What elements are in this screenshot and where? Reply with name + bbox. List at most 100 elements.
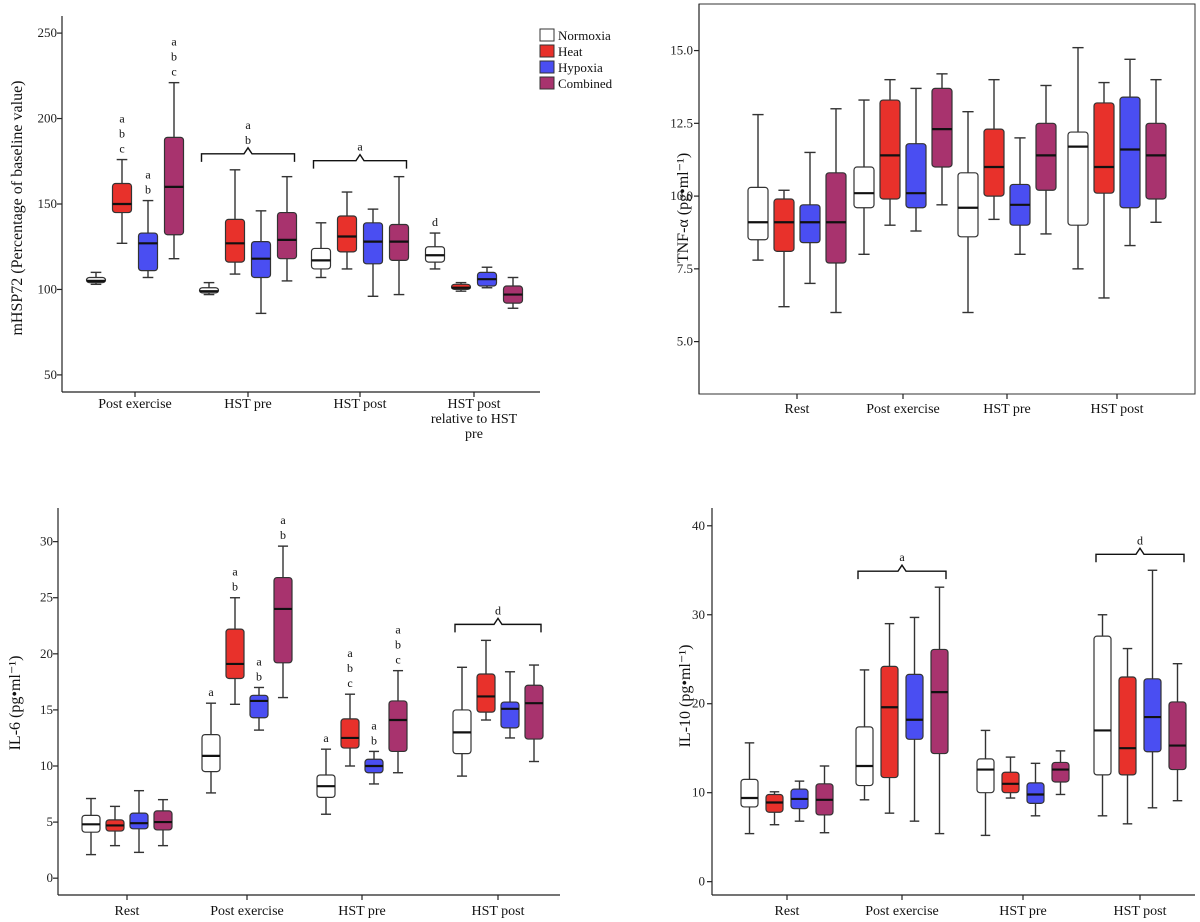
box-iqr bbox=[1035, 122, 1057, 191]
box-iqr bbox=[1119, 96, 1141, 209]
y-tick-label: 250 bbox=[38, 25, 58, 40]
panel-tnf-alpha: TNF-α (pg•ml⁻¹) 5.0 7.5 10.0 12.5 15.0 Rest Po… bbox=[670, 3, 1196, 417]
box-hypoxia-rest bbox=[790, 780, 809, 822]
y-axis-label: IL-6 (pg•ml⁻¹) bbox=[7, 656, 24, 751]
significance-bracket bbox=[857, 563, 947, 580]
significance-letter: a bbox=[357, 140, 363, 154]
significance-letter: b bbox=[256, 669, 262, 683]
y-tick-label: 20 bbox=[40, 646, 53, 661]
box-iqr bbox=[276, 211, 298, 260]
box-heat-hst-post bbox=[1093, 81, 1115, 299]
significance-letter: b bbox=[232, 580, 238, 594]
y-tick-label: 5 bbox=[47, 814, 54, 829]
significance-letter: d bbox=[432, 215, 438, 229]
box-iqr bbox=[1051, 761, 1070, 783]
box-iqr bbox=[1145, 122, 1167, 200]
y-tick-label: 30 bbox=[40, 534, 53, 549]
box-hypoxia-hst-post-relative-to-hst-pre bbox=[476, 266, 498, 289]
box-iqr bbox=[340, 718, 360, 749]
box-iqr bbox=[249, 694, 269, 719]
box-iqr bbox=[930, 648, 949, 755]
significance-letter: a bbox=[899, 550, 905, 564]
box-heat-post-exercise bbox=[879, 78, 901, 226]
box-normoxia-hst-pre bbox=[198, 281, 220, 296]
box-iqr bbox=[310, 247, 332, 270]
legend-swatch-heat bbox=[539, 44, 555, 58]
y-tick-label: 25 bbox=[40, 590, 53, 605]
box-hypoxia-hst-post bbox=[1119, 58, 1141, 247]
x-tick-label: Post exercise bbox=[866, 402, 939, 417]
legend-swatch-hypoxia bbox=[539, 60, 555, 74]
legend-label-normoxia: Normoxia bbox=[558, 28, 611, 43]
y-axis-title: IL-6 (pg•ml⁻¹) bbox=[7, 656, 24, 751]
significance-letter: b bbox=[280, 528, 286, 542]
box-iqr bbox=[111, 182, 133, 214]
significance-letter: a bbox=[245, 118, 251, 132]
x-tick-label: Post exercise bbox=[98, 397, 171, 412]
box-heat-hst-pre bbox=[983, 78, 1005, 221]
y-axis-label: TNF-α (pg•ml⁻¹) bbox=[675, 153, 692, 263]
box-iqr bbox=[905, 143, 927, 209]
box-iqr bbox=[153, 810, 173, 831]
box-normoxia-rest bbox=[747, 113, 769, 261]
box-iqr bbox=[825, 172, 847, 264]
box-combined-hst-post bbox=[1168, 662, 1187, 802]
box-iqr bbox=[1001, 771, 1020, 794]
box-iqr bbox=[1026, 782, 1045, 804]
box-combined-hst-post bbox=[1145, 78, 1167, 223]
box-normoxia-rest bbox=[81, 797, 101, 856]
significance-bracket bbox=[312, 153, 408, 169]
box-normoxia-post-exercise bbox=[855, 669, 874, 801]
box-combined-hst-pre bbox=[276, 175, 298, 282]
box-hypoxia-post-exercise bbox=[137, 199, 159, 279]
box-combined-hst-post bbox=[524, 664, 544, 763]
significance-letter: a bbox=[395, 623, 401, 637]
significance-letter: b bbox=[145, 183, 151, 197]
x-tick-label: HST post bbox=[333, 397, 386, 412]
panel-mhsp72: mHSP72 (Percentage of baseline value) 50… bbox=[9, 16, 540, 442]
x-tick-label: HST post bbox=[471, 904, 524, 919]
x-tick-label: HST post bbox=[1090, 402, 1143, 417]
box-combined-hst-pre bbox=[1051, 750, 1070, 796]
y-tick-label: 10 bbox=[692, 785, 705, 800]
box-hypoxia-post-exercise bbox=[249, 686, 269, 731]
box-heat-rest bbox=[105, 805, 125, 847]
y-tick-label: 200 bbox=[38, 111, 58, 126]
significance-letter: a bbox=[232, 565, 238, 579]
significance-letter: c bbox=[171, 65, 176, 79]
y-tick-label: 5.0 bbox=[677, 334, 693, 349]
box-iqr bbox=[983, 128, 1005, 197]
x-tick-label: Post exercise bbox=[210, 904, 283, 919]
legend-item-heat: Heat bbox=[539, 44, 583, 59]
box-heat-post-exercise bbox=[111, 158, 133, 245]
y-tick-label: 10 bbox=[40, 758, 53, 773]
box-combined-hst-pre bbox=[1035, 84, 1057, 235]
box-iqr bbox=[855, 726, 874, 787]
box-hypoxia-post-exercise bbox=[905, 616, 924, 822]
box-hypoxia-rest bbox=[799, 151, 821, 285]
box-normoxia-hst-post bbox=[1093, 614, 1112, 817]
box-iqr bbox=[747, 186, 769, 241]
significance-letter: a bbox=[171, 35, 177, 49]
x-tick-label: Post exercise bbox=[865, 904, 938, 919]
significance-letter: a bbox=[371, 718, 377, 732]
box-iqr bbox=[1118, 676, 1137, 776]
box-hypoxia-hst-post bbox=[500, 671, 520, 739]
box-heat-hst-post bbox=[336, 191, 358, 270]
box-iqr bbox=[1143, 678, 1162, 753]
box-iqr bbox=[500, 701, 520, 729]
box-heat-rest bbox=[773, 189, 795, 308]
box-hypoxia-post-exercise bbox=[905, 87, 927, 232]
y-tick-label: 0 bbox=[699, 874, 706, 889]
box-hypoxia-hst-post bbox=[1143, 569, 1162, 809]
box-normoxia-hst-post bbox=[310, 222, 332, 279]
box-normoxia-hst-pre bbox=[976, 729, 995, 837]
box-normoxia-hst-pre bbox=[316, 748, 336, 815]
box-iqr bbox=[905, 673, 924, 740]
box-iqr bbox=[740, 778, 759, 808]
y-tick-label: 20 bbox=[692, 696, 705, 711]
significance-letter: b bbox=[245, 133, 251, 147]
box-iqr bbox=[273, 576, 293, 664]
y-axis-label: IL-10 (pg•ml⁻¹) bbox=[677, 645, 694, 748]
significance-letter: d bbox=[1137, 533, 1143, 547]
